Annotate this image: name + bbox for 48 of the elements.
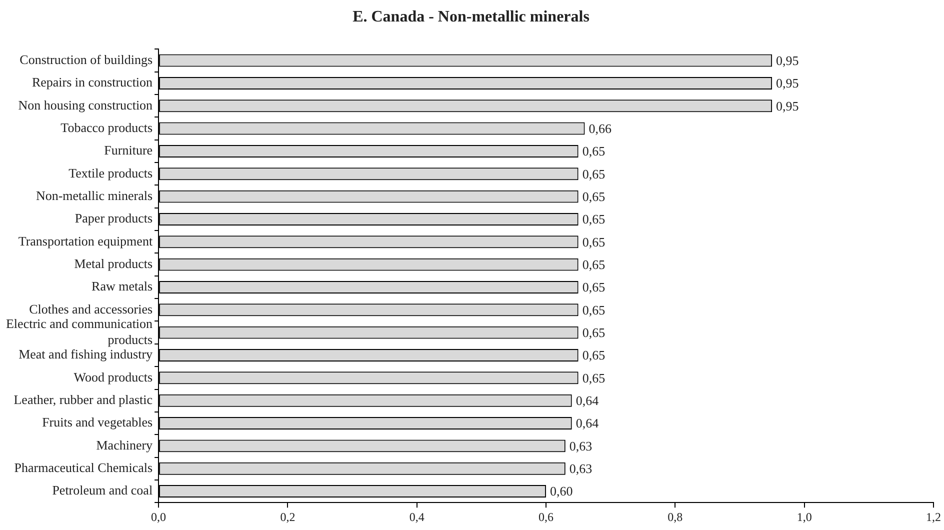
y-tick-label: Fruits and vegetables bbox=[42, 414, 153, 430]
data-label: 0,65 bbox=[582, 280, 606, 295]
data-label: 0,65 bbox=[582, 370, 606, 386]
y-tick-label: Wood products bbox=[74, 369, 153, 384]
x-tick-label: 0,4 bbox=[409, 510, 424, 524]
data-label: 0,65 bbox=[582, 302, 606, 318]
x-tick-label: 1,0 bbox=[796, 510, 812, 524]
y-tick-label: Non housing construction bbox=[18, 97, 154, 112]
x-tick-label: 0,8 bbox=[668, 510, 683, 524]
data-label: 0,63 bbox=[569, 438, 592, 454]
data-label: 0,65 bbox=[582, 348, 606, 363]
y-tick-label: Transportation equipment bbox=[18, 233, 153, 248]
data-label: 0,65 bbox=[582, 234, 606, 250]
y-tick-label: Machinery bbox=[96, 437, 154, 452]
data-label: 0,95 bbox=[776, 76, 799, 91]
data-label: 0,65 bbox=[582, 188, 606, 204]
y-tick-label: Leather, rubber and plastic bbox=[14, 392, 153, 408]
y-tick-label: Pharmaceutical Chemicals bbox=[14, 460, 153, 476]
x-tick-label: 0,0 bbox=[151, 510, 166, 524]
x-tick-label: 0,6 bbox=[538, 510, 554, 524]
data-label: 0,65 bbox=[582, 256, 606, 272]
data-label: 0,65 bbox=[582, 212, 606, 227]
data-label: 0,66 bbox=[588, 120, 612, 136]
y-tick-label: Raw metals bbox=[92, 278, 153, 294]
y-tick-label: Metal products bbox=[74, 256, 153, 271]
y-tick-label: Petroleum and coal bbox=[52, 482, 153, 498]
data-label: 0,95 bbox=[776, 98, 799, 114]
data-label: 0,63 bbox=[569, 461, 592, 476]
chart-title: E. Canada - Non-metallic minerals bbox=[352, 8, 590, 26]
data-label: 0,95 bbox=[776, 52, 799, 68]
x-tick-label: 1,2 bbox=[926, 510, 941, 524]
y-tick-label: Tobacco products bbox=[60, 120, 153, 135]
data-label: 0,64 bbox=[576, 393, 600, 408]
x-tick-label: 0,2 bbox=[280, 510, 296, 524]
y-tick-label: Clothes and accessories bbox=[29, 301, 153, 316]
y-tick-label: Repairs in construction bbox=[32, 74, 154, 90]
data-label: 0,65 bbox=[582, 324, 606, 340]
y-tick-label: Construction of buildings bbox=[20, 52, 153, 67]
y-tick-label: Meat and fishing industry bbox=[18, 346, 154, 362]
y-tick-label: Furniture bbox=[104, 142, 153, 158]
y-tick-label: Textile products bbox=[68, 165, 153, 180]
data-label: 0,65 bbox=[582, 166, 606, 182]
data-label: 0,64 bbox=[576, 416, 600, 431]
y-tick-label: Electric and communication products bbox=[6, 316, 154, 347]
data-label: 0,60 bbox=[550, 484, 573, 499]
y-tick-label: Paper products bbox=[74, 210, 153, 226]
data-label: 0,65 bbox=[582, 144, 606, 159]
y-tick-label: Non-metallic minerals bbox=[36, 188, 153, 203]
